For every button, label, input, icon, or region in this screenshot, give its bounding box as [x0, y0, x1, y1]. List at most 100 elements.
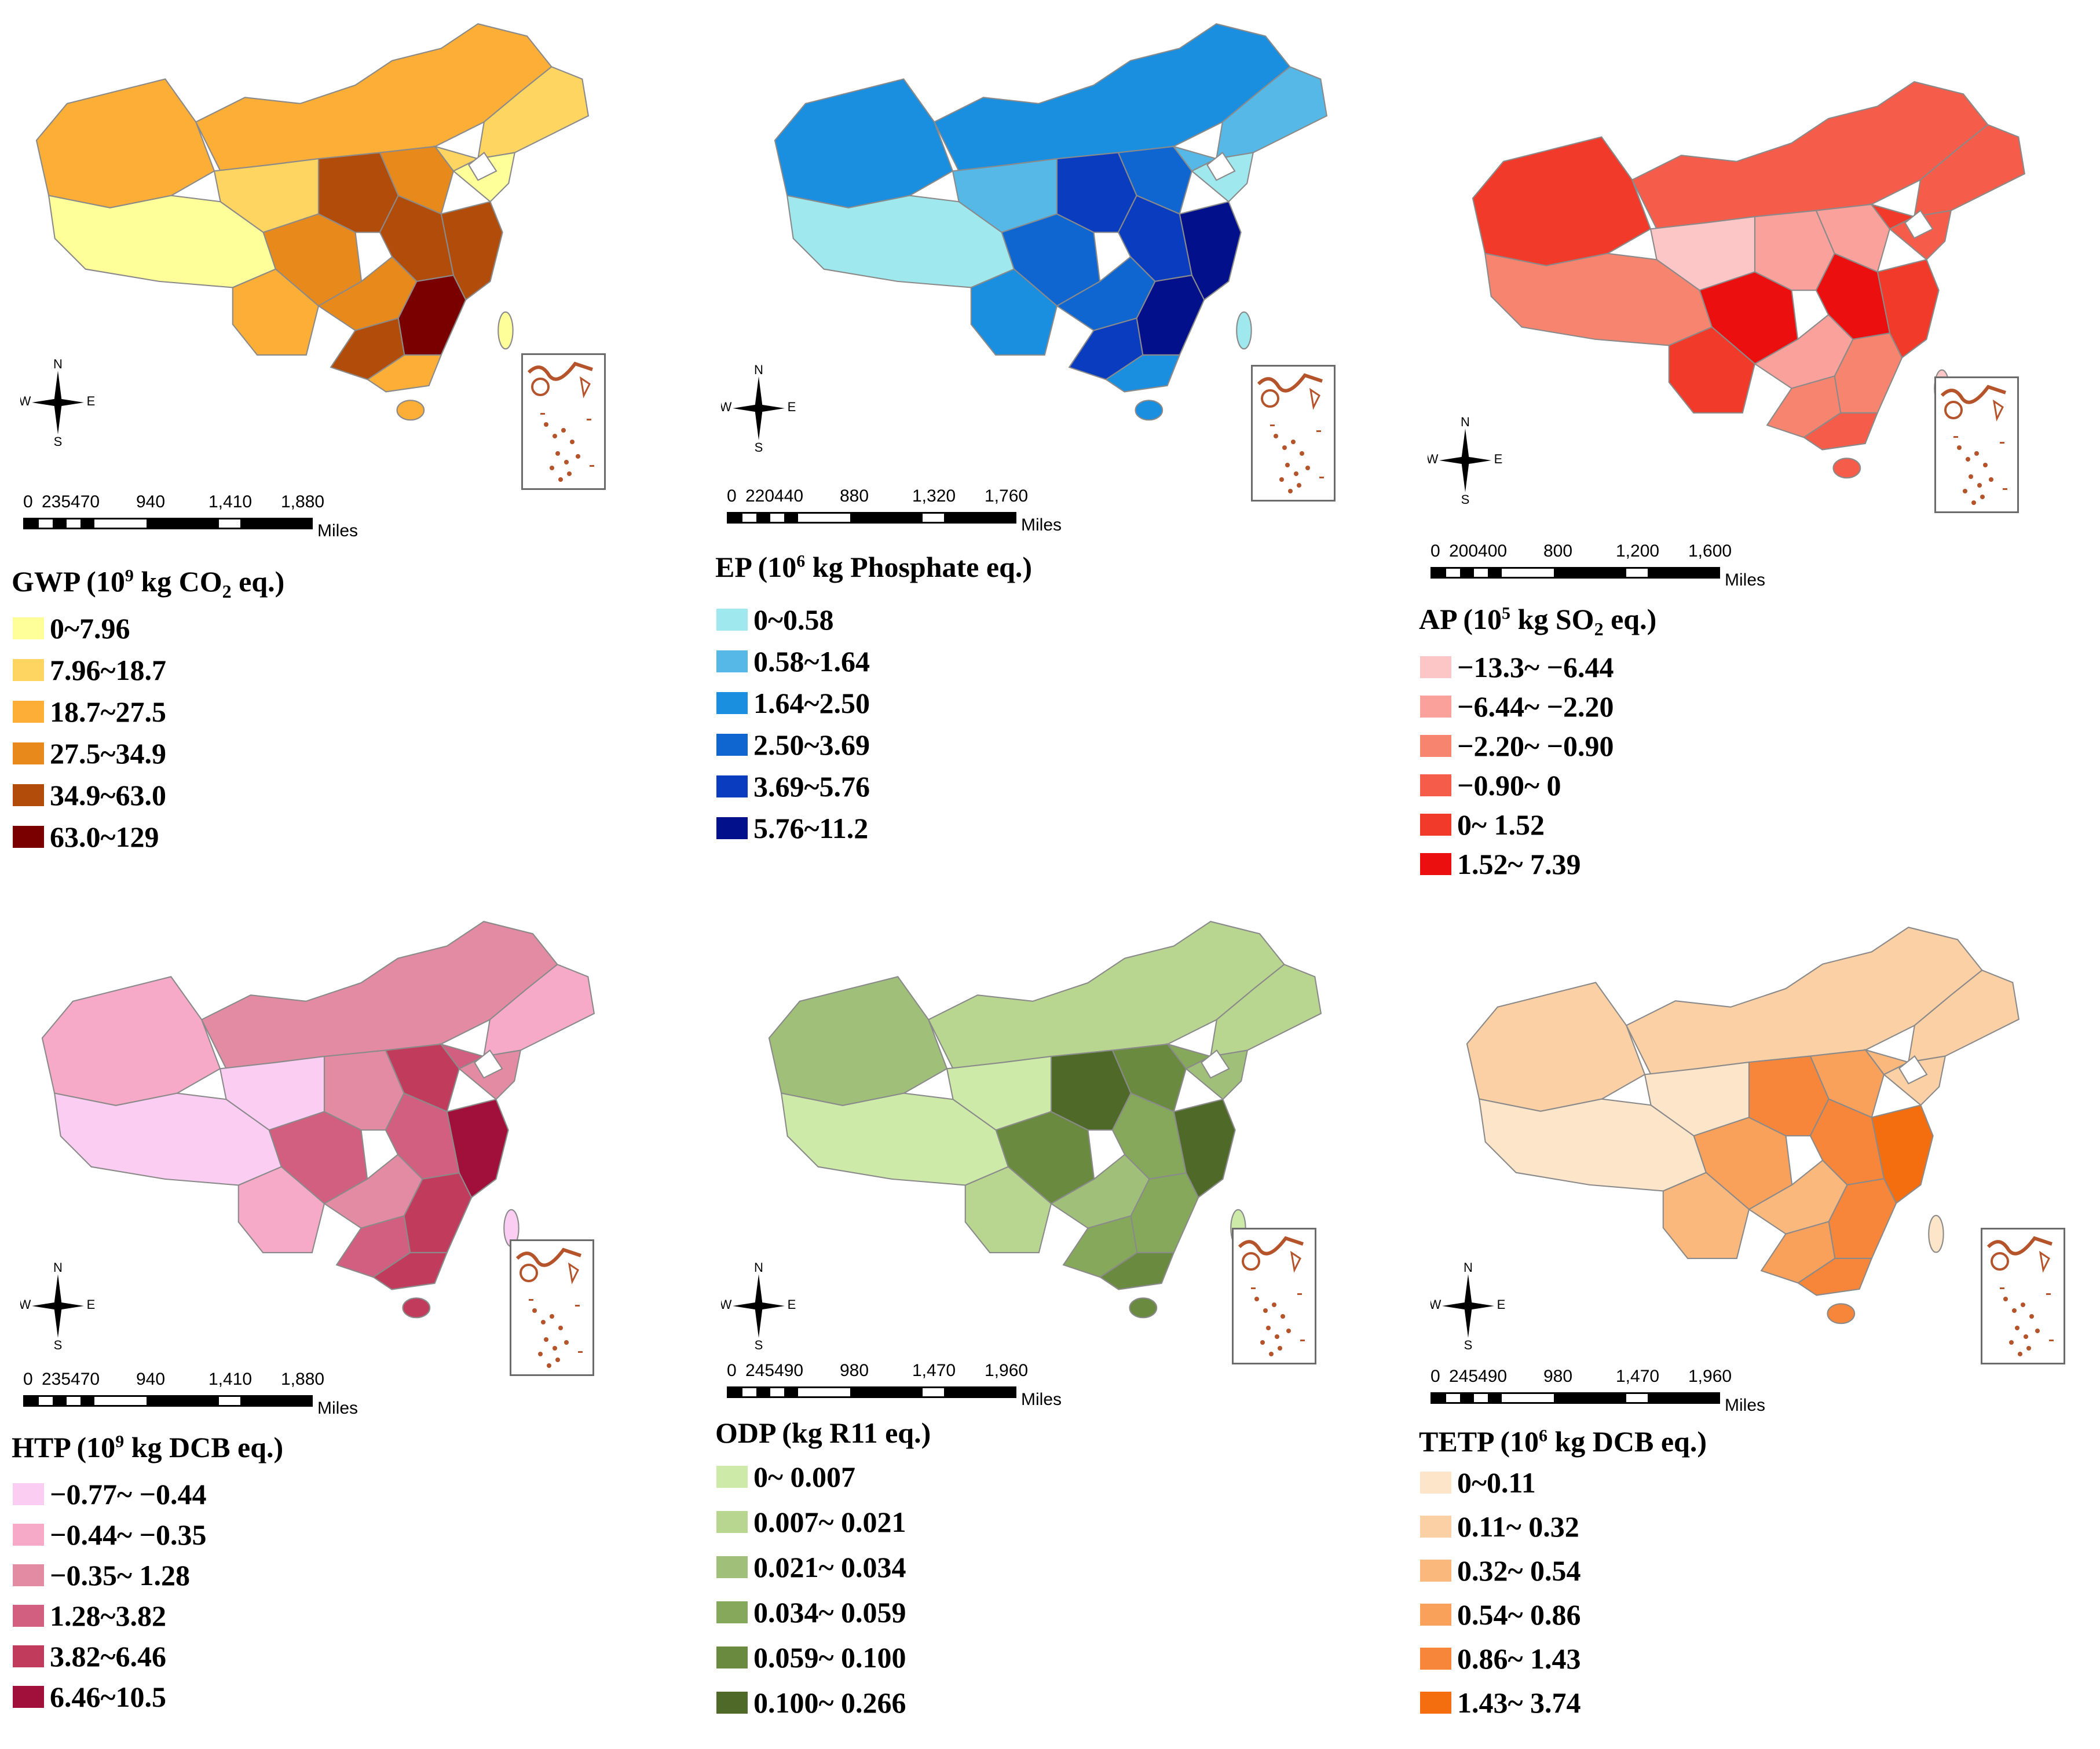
map-region [379, 145, 455, 215]
compass-s: S [1464, 1338, 1473, 1349]
legend-title-part: kg DCB eq.) [124, 1431, 284, 1463]
legend-title-part: EP (10 [715, 551, 797, 583]
scale-tick-label: 940 [136, 492, 166, 511]
scale-tick-label: 980 [840, 1361, 869, 1380]
map-region [1864, 1049, 1911, 1075]
bohai-sea [1201, 1049, 1230, 1079]
legend-title-part: kg SO [1510, 603, 1594, 635]
legend-swatch [13, 826, 44, 848]
legend-title: ODP (kg R11 eq.) [715, 1416, 931, 1450]
legend-title-part: TETP (10 [1419, 1425, 1539, 1458]
map-region [774, 78, 954, 208]
map-region [1869, 203, 1916, 230]
legend-label: 6.46~10.5 [50, 1681, 167, 1713]
compass-e: E [788, 1297, 796, 1312]
legend-title-part: eq.) [1603, 603, 1657, 635]
legend-swatch [13, 784, 44, 806]
legend-swatch [13, 701, 44, 723]
legend-swatch [716, 734, 748, 756]
legend-label: 0.100~ 0.266 [753, 1686, 906, 1719]
compass-e: E [87, 394, 96, 408]
scale-tick-labels: 0 245490 980 1,470 1,960 [727, 1361, 1074, 1384]
map-region [1172, 145, 1219, 172]
scale-tick-labels: 0 235470 940 1,410 1,880 [23, 1370, 371, 1393]
scale-tick-label: 0 [23, 492, 33, 511]
legend-title: AP (105 kg SO2 eq.) [1419, 602, 1656, 640]
panel-tetp: N S E W 0 245490 980 1,470 1,960 Miles TETP (106 k… [1407, 892, 2100, 1749]
legend-swatch [13, 1645, 44, 1667]
legend-swatch [716, 1646, 748, 1668]
legend-label: 27.5~34.9 [50, 737, 167, 770]
map-region [768, 976, 948, 1106]
legend-swatch [1420, 1692, 1451, 1714]
scale-tick-label: 1,410 [208, 492, 253, 511]
legend-item: −0.35~ 1.28 [13, 1558, 190, 1593]
legend-item: 1.64~2.50 [716, 686, 870, 720]
legend-label: 34.9~63.0 [50, 779, 167, 811]
legend-label: −2.20~ −0.90 [1457, 730, 1614, 762]
legend-title-part: GWP (10 [12, 565, 125, 598]
scale-bar: 0 235470 940 1,410 1,880 Miles [17, 1370, 365, 1422]
map-region [41, 976, 221, 1106]
legend-swatch [1420, 774, 1451, 796]
map-region [372, 1252, 448, 1290]
panel-odp: N S E W 0 245490 980 1,470 1,960 Miles ODP (kg R11… [704, 892, 1399, 1749]
scale-tick-label: 1,410 [208, 1370, 253, 1389]
legend-title-part: 2 [1594, 619, 1604, 639]
legend-label: 0~ 0.007 [753, 1461, 856, 1493]
scale-tick-label: 1,320 [912, 486, 956, 506]
legend-swatch [1420, 735, 1451, 757]
legend-item: 27.5~34.9 [13, 736, 166, 771]
legend-label: 0.54~ 0.86 [1457, 1598, 1581, 1631]
compass-n: N [1464, 1263, 1473, 1275]
legend-swatch [13, 1524, 44, 1546]
legend-item: 0~ 1.52 [1420, 807, 1545, 842]
scale-unit: Miles [317, 521, 358, 540]
map-region [964, 1166, 1052, 1253]
legend-swatch [1420, 656, 1451, 678]
map-htp [41, 921, 595, 1319]
map-region [232, 268, 320, 356]
north-arrow-icon: N S E W [720, 1260, 796, 1352]
legend-item: −2.20~ −0.90 [1420, 729, 1614, 763]
legend-swatch [13, 1564, 44, 1586]
north-arrow-icon: N S E W [19, 357, 96, 449]
map-region-hainan [1135, 400, 1164, 421]
map-region [35, 78, 215, 208]
scale-unit: Miles [1021, 515, 1062, 535]
scale-tick-label: 200400 [1449, 541, 1508, 561]
legend-item: 5.76~11.2 [716, 811, 868, 846]
legend-label: −0.35~ 1.28 [50, 1559, 190, 1591]
legend-item: −6.44~ −2.20 [1420, 689, 1614, 724]
compass: N S E W [720, 363, 796, 455]
scale-tick-labels: 0 235470 940 1,410 1,880 [23, 492, 371, 515]
legend-label: 0~0.58 [753, 603, 834, 636]
legend-label: −13.3~ −6.44 [1457, 651, 1614, 683]
legend-swatch [13, 1686, 44, 1708]
legend-item: 0.021~ 0.034 [716, 1550, 906, 1585]
legend-title-part: 9 [115, 1432, 125, 1451]
scale-tick-label: 1,880 [281, 1370, 325, 1389]
map-region-hainan [1832, 458, 1861, 479]
legend-label: 1.28~3.82 [50, 1600, 167, 1632]
legend-title-part: eq.) [231, 565, 285, 598]
legend-item: 0~7.96 [13, 611, 130, 646]
scale-tick-label: 245490 [1449, 1367, 1508, 1386]
legend-title-part: kg Phosphate eq.) [805, 551, 1033, 583]
legend-item: 0.007~ 0.021 [716, 1505, 906, 1539]
compass: N S E W [720, 1260, 796, 1352]
scale-tick-labels: 0 200400 800 1,200 1,600 [1431, 541, 1778, 565]
scale-bar-graphic [727, 1386, 1016, 1398]
legend-swatch [716, 1601, 748, 1623]
legend-title-part: AP (10 [1419, 603, 1502, 635]
scale-tick-label: 980 [1543, 1367, 1573, 1386]
scale-tick-label: 1,880 [281, 492, 325, 511]
map-region [1117, 145, 1193, 215]
legend-swatch [13, 617, 44, 639]
scale-tick-label: 940 [136, 1370, 166, 1389]
legend-title: EP (106 kg Phosphate eq.) [715, 550, 1032, 584]
compass: N S E W [19, 1260, 96, 1352]
legend-title-part: HTP (10 [12, 1431, 116, 1463]
legend-swatch [716, 692, 748, 714]
scale-tick-label: 0 [727, 1361, 737, 1380]
